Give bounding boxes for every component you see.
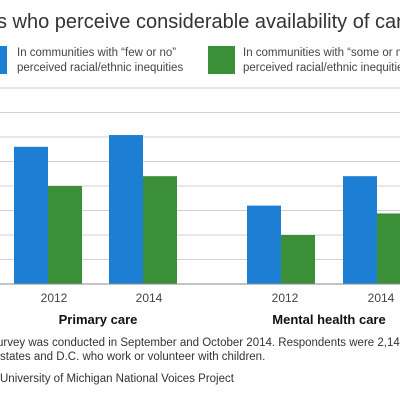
legend-swatch-few-or-no: [0, 46, 7, 74]
bars: [14, 135, 400, 284]
group-label-mental-health-care: Mental health care: [272, 312, 385, 327]
group-label-primary-care: Primary care: [59, 312, 138, 327]
bar-primary-2012-some-or-many: [48, 186, 82, 284]
legend-label-some-or-many-line-1: In communities with “some or ma: [243, 47, 400, 59]
legend-label-few-or-no-line-1: In communities with “few or no”: [17, 47, 176, 59]
bar-mental-2014-few-or-no: [343, 176, 377, 284]
legend-label-some-or-many-line-2: perceived racial/ethnic inequities: [243, 62, 400, 74]
legend: In communities with “few or no” perceive…: [0, 46, 400, 74]
footnote-survey-line-2: states and D.C. who work or volunteer wi…: [0, 351, 265, 363]
tick-label-mental-2014: 2014: [368, 291, 395, 305]
bar-primary-2014-few-or-no: [109, 135, 143, 284]
bar-primary-2012-few-or-no: [14, 146, 48, 284]
legend-swatch-some-or-many: [208, 46, 235, 74]
chart-title: s who perceive considerable availability…: [0, 11, 400, 33]
bar-mental-2012-some-or-many: [281, 235, 315, 284]
bar-primary-2014-some-or-many: [143, 176, 177, 284]
x-tick-labels: 2012 2014 2012 2014: [41, 291, 395, 305]
legend-label-few-or-no-line-2: perceived racial/ethnic inequities: [17, 62, 183, 74]
tick-label-mental-2012: 2012: [272, 291, 299, 305]
footnote-survey-line-1: urvey was conducted in September and Oct…: [0, 337, 400, 349]
bar-mental-2014-some-or-many: [377, 213, 400, 284]
bar-mental-2012-few-or-no: [247, 205, 281, 284]
tick-label-primary-2012: 2012: [41, 291, 68, 305]
tick-label-primary-2014: 2014: [136, 291, 163, 305]
source-note: University of Michigan National Voices P…: [0, 373, 235, 385]
